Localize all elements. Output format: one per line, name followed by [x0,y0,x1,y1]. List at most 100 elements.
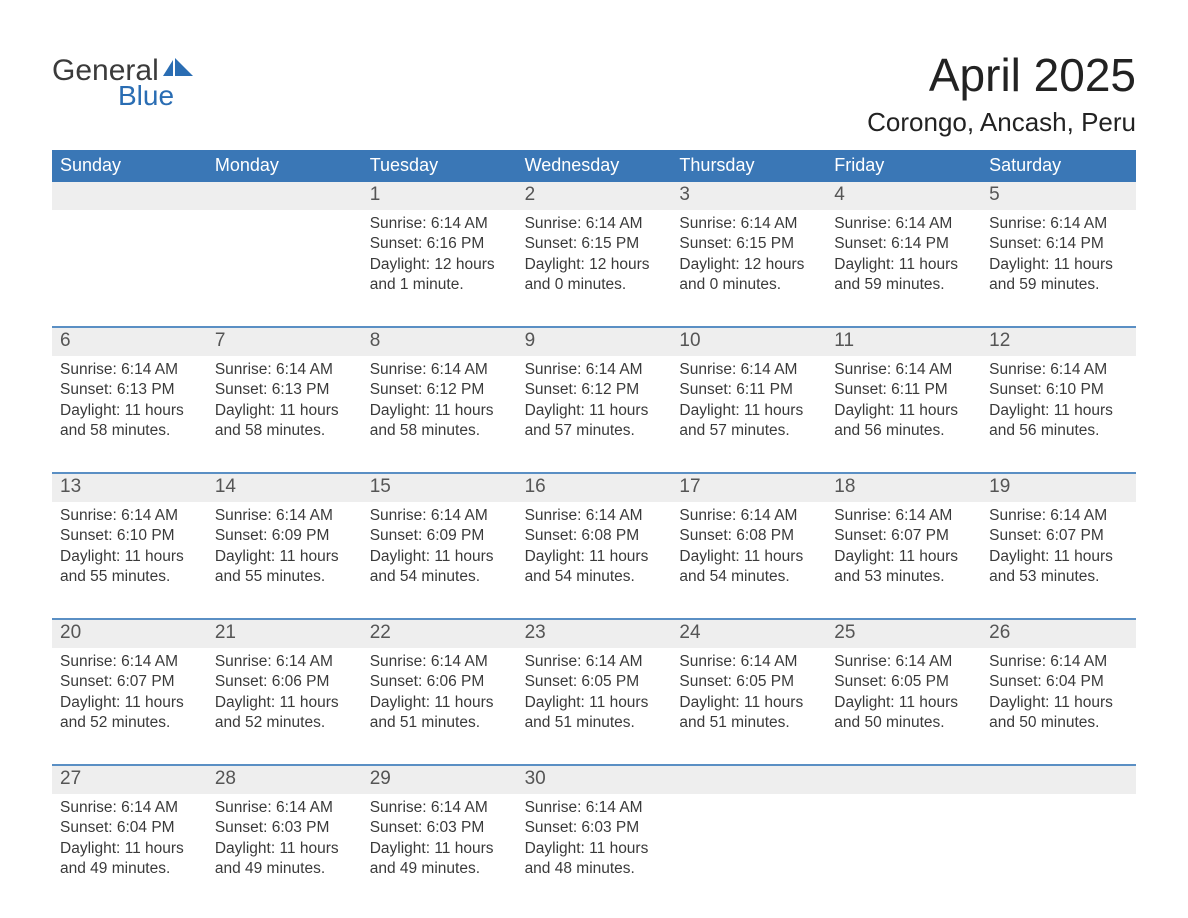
day-data-line: Sunrise: 6:14 AM [834,506,973,526]
day-data-line: Sunset: 6:13 PM [60,380,199,400]
day-number: 16 [517,474,672,502]
day-number: 14 [207,474,362,502]
day-number [52,182,207,210]
weekday-header: Tuesday [362,150,517,182]
day-data-line: Sunrise: 6:14 AM [525,214,664,234]
day-data-line: Sunset: 6:08 PM [679,526,818,546]
day-data-line: Sunrise: 6:14 AM [370,214,509,234]
day-data-line: Sunset: 6:15 PM [525,234,664,254]
day-data-line: Daylight: 11 hours and 56 minutes. [834,401,973,442]
day-data-line: Daylight: 11 hours and 55 minutes. [60,547,199,588]
day-data-line: Daylight: 11 hours and 48 minutes. [525,839,664,880]
day-data: Sunrise: 6:14 AMSunset: 6:07 PMDaylight:… [826,502,981,592]
day-data-line: Sunrise: 6:14 AM [989,652,1128,672]
day-data-line: Sunset: 6:09 PM [370,526,509,546]
day-data [671,794,826,884]
day-data-line: Sunrise: 6:14 AM [525,652,664,672]
day-data-line: Daylight: 11 hours and 51 minutes. [525,693,664,734]
day-number: 8 [362,328,517,356]
week-block: 13141516171819Sunrise: 6:14 AMSunset: 6:… [52,472,1136,592]
day-data: Sunrise: 6:14 AMSunset: 6:13 PMDaylight:… [207,356,362,446]
day-data: Sunrise: 6:14 AMSunset: 6:12 PMDaylight:… [517,356,672,446]
day-number: 21 [207,620,362,648]
day-data-line: Daylight: 11 hours and 59 minutes. [989,255,1128,296]
day-number: 26 [981,620,1136,648]
day-data-line: Sunset: 6:03 PM [215,818,354,838]
day-data-line: Daylight: 11 hours and 49 minutes. [370,839,509,880]
day-data-line: Sunset: 6:05 PM [679,672,818,692]
day-data: Sunrise: 6:14 AMSunset: 6:06 PMDaylight:… [362,648,517,738]
day-number: 2 [517,182,672,210]
day-data: Sunrise: 6:14 AMSunset: 6:08 PMDaylight:… [671,502,826,592]
day-data-line: Sunrise: 6:14 AM [370,360,509,380]
day-number: 17 [671,474,826,502]
day-data: Sunrise: 6:14 AMSunset: 6:10 PMDaylight:… [52,502,207,592]
day-data-line: Sunset: 6:14 PM [989,234,1128,254]
weekday-header: Thursday [671,150,826,182]
day-data-line: Sunset: 6:06 PM [215,672,354,692]
day-data: Sunrise: 6:14 AMSunset: 6:03 PMDaylight:… [207,794,362,884]
day-data-line: Sunset: 6:07 PM [989,526,1128,546]
weekday-header: Monday [207,150,362,182]
day-data: Sunrise: 6:14 AMSunset: 6:05 PMDaylight:… [517,648,672,738]
day-data-line: Daylight: 12 hours and 1 minute. [370,255,509,296]
day-data-line: Sunrise: 6:14 AM [525,798,664,818]
week-block: 27282930Sunrise: 6:14 AMSunset: 6:04 PMD… [52,764,1136,884]
day-number [207,182,362,210]
day-data-line: Sunset: 6:12 PM [370,380,509,400]
day-data-line: Sunrise: 6:14 AM [834,360,973,380]
day-data: Sunrise: 6:14 AMSunset: 6:09 PMDaylight:… [207,502,362,592]
day-data: Sunrise: 6:14 AMSunset: 6:15 PMDaylight:… [671,210,826,300]
day-data-line: Daylight: 11 hours and 52 minutes. [215,693,354,734]
day-number: 11 [826,328,981,356]
location: Corongo, Ancash, Peru [867,107,1136,138]
day-data-line: Sunset: 6:11 PM [834,380,973,400]
day-data-line: Daylight: 11 hours and 58 minutes. [215,401,354,442]
day-number: 7 [207,328,362,356]
day-data: Sunrise: 6:14 AMSunset: 6:07 PMDaylight:… [981,502,1136,592]
day-data: Sunrise: 6:14 AMSunset: 6:13 PMDaylight:… [52,356,207,446]
day-number: 18 [826,474,981,502]
daydata-row: Sunrise: 6:14 AMSunset: 6:13 PMDaylight:… [52,356,1136,446]
day-data-line: Daylight: 11 hours and 54 minutes. [525,547,664,588]
logo: General Blue [52,50,195,110]
day-data-line: Daylight: 11 hours and 56 minutes. [989,401,1128,442]
day-data-line: Sunrise: 6:14 AM [834,652,973,672]
day-data-line: Sunset: 6:06 PM [370,672,509,692]
day-data-line: Sunset: 6:13 PM [215,380,354,400]
weekday-header: Friday [826,150,981,182]
day-data-line: Daylight: 11 hours and 50 minutes. [834,693,973,734]
day-data [52,210,207,300]
daydata-row: Sunrise: 6:14 AMSunset: 6:16 PMDaylight:… [52,210,1136,300]
day-data-line: Daylight: 11 hours and 58 minutes. [60,401,199,442]
day-number: 30 [517,766,672,794]
day-data-line: Sunset: 6:08 PM [525,526,664,546]
day-data-line: Sunrise: 6:14 AM [370,798,509,818]
day-data-line: Sunrise: 6:14 AM [989,506,1128,526]
day-number: 28 [207,766,362,794]
day-data-line: Sunrise: 6:14 AM [525,360,664,380]
day-data-line: Sunset: 6:05 PM [525,672,664,692]
day-data-line: Sunrise: 6:14 AM [679,360,818,380]
day-data [826,794,981,884]
day-data: Sunrise: 6:14 AMSunset: 6:14 PMDaylight:… [826,210,981,300]
day-number: 20 [52,620,207,648]
day-data: Sunrise: 6:14 AMSunset: 6:08 PMDaylight:… [517,502,672,592]
day-data: Sunrise: 6:14 AMSunset: 6:03 PMDaylight:… [362,794,517,884]
day-data-line: Sunrise: 6:14 AM [989,360,1128,380]
day-data-line: Sunrise: 6:14 AM [215,506,354,526]
weekday-header: Saturday [981,150,1136,182]
daynum-row: 27282930 [52,766,1136,794]
day-data-line: Sunset: 6:10 PM [60,526,199,546]
weekday-header-row: Sunday Monday Tuesday Wednesday Thursday… [52,150,1136,182]
day-data [207,210,362,300]
day-number [981,766,1136,794]
day-data: Sunrise: 6:14 AMSunset: 6:10 PMDaylight:… [981,356,1136,446]
day-number: 29 [362,766,517,794]
day-data-line: Daylight: 12 hours and 0 minutes. [679,255,818,296]
day-data-line: Daylight: 11 hours and 51 minutes. [370,693,509,734]
day-number: 23 [517,620,672,648]
day-data-line: Daylight: 11 hours and 57 minutes. [525,401,664,442]
day-data-line: Sunset: 6:07 PM [60,672,199,692]
day-data-line: Sunrise: 6:14 AM [989,214,1128,234]
